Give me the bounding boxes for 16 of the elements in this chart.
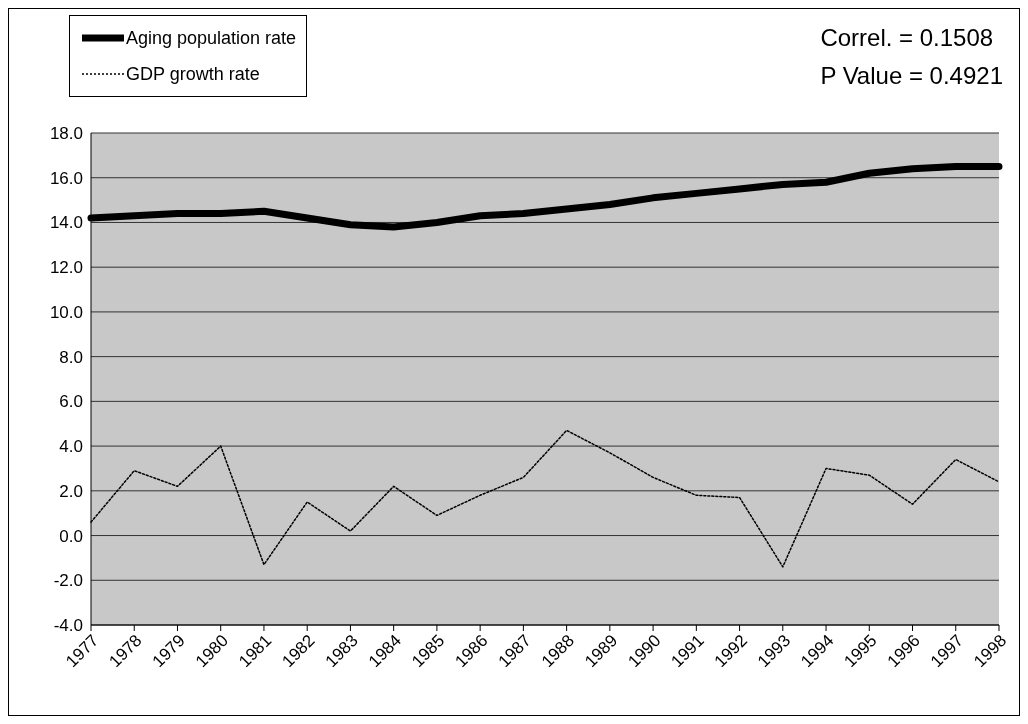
y-tick-label: 4.0 (59, 437, 83, 457)
y-tick-label: -4.0 (53, 616, 83, 636)
y-tick-label: 0.0 (59, 526, 83, 546)
text: P Value = 0.4921 (820, 61, 1003, 91)
text: Correl. = 0.1508 (820, 23, 995, 53)
y-tick-label: -2.0 (53, 571, 83, 591)
y-tick-label: 14.0 (49, 213, 83, 233)
y-tick-label: 18.0 (49, 124, 83, 144)
y-tick-label: 2.0 (59, 481, 83, 501)
y-tick-label: 8.0 (59, 347, 83, 367)
y-tick-label: 10.0 (49, 302, 83, 322)
legend-label: GDP growth rate (126, 63, 260, 85)
y-tick-label: 6.0 (59, 392, 83, 412)
y-tick-label: 12.0 (49, 258, 83, 278)
y-tick-label: 16.0 (49, 168, 83, 188)
legend-label: Aging population rate (126, 27, 297, 49)
